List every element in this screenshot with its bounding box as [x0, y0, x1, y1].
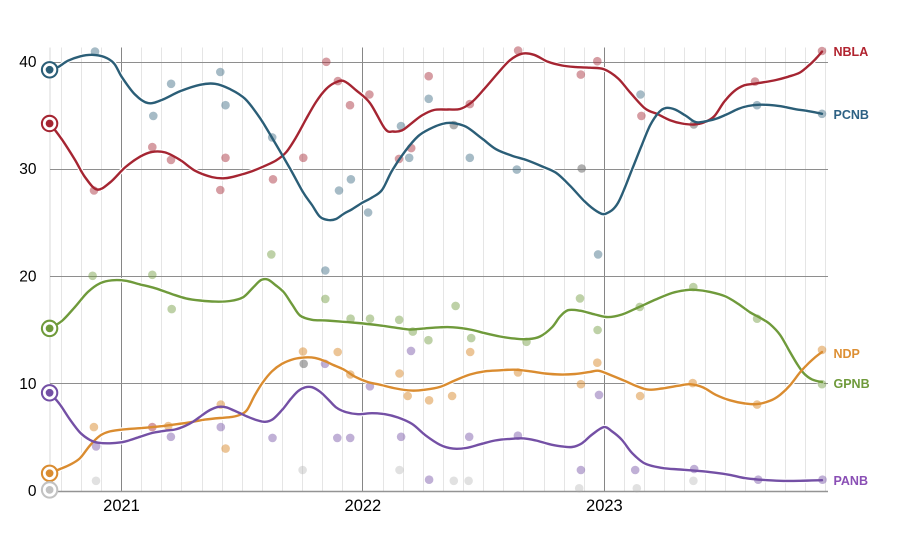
svg-text:40: 40	[19, 54, 37, 71]
svg-text:10: 10	[19, 376, 37, 393]
svg-text:PANB: PANB	[834, 474, 869, 488]
svg-text:30: 30	[19, 161, 37, 178]
svg-text:NBLA: NBLA	[834, 45, 869, 59]
svg-text:2021: 2021	[103, 497, 140, 515]
svg-text:GPNB: GPNB	[834, 377, 870, 391]
svg-text:20: 20	[19, 269, 37, 286]
svg-text:2022: 2022	[345, 497, 382, 515]
svg-text:2023: 2023	[586, 497, 623, 515]
svg-text:0: 0	[28, 483, 37, 500]
svg-text:PCNB: PCNB	[834, 108, 869, 122]
svg-text:NDP: NDP	[834, 347, 860, 361]
